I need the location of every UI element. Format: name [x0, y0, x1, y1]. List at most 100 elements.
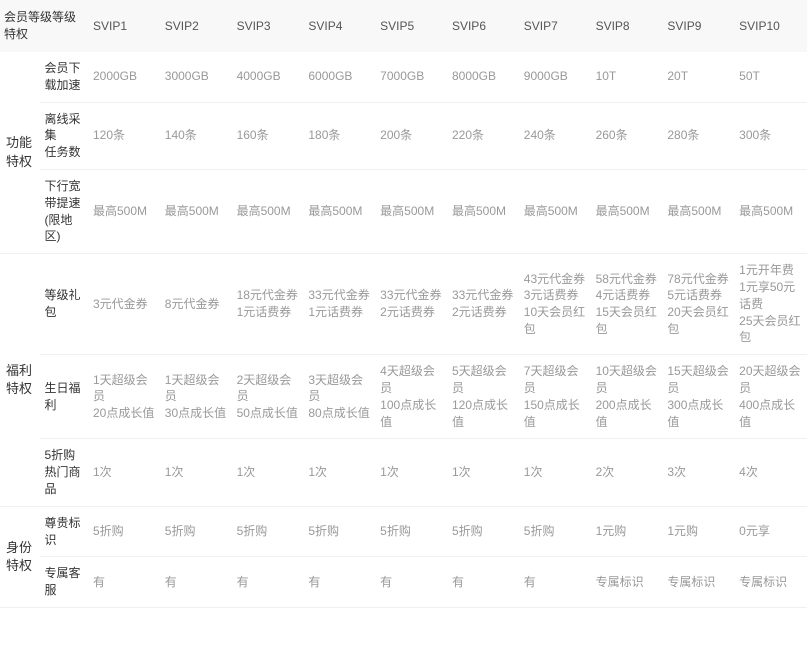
tier-value: 140条: [161, 102, 233, 169]
tier-value: 3000GB: [161, 52, 233, 102]
tier-value: 1元开年费 1元享50元话费 25天会员红包: [735, 254, 807, 355]
svip-comparison-table: 会员等级等级特权 SVIP1 SVIP2 SVIP3 SVIP4 SVIP5 S…: [0, 0, 807, 608]
tier-value: 20天超级会员 400点成长值: [735, 355, 807, 439]
tier-value: 最高500M: [304, 169, 376, 253]
tier-value: 10天超级会员 200点成长值: [592, 355, 664, 439]
header-tier-8: SVIP8: [592, 0, 664, 52]
feature-label: 尊贵标识: [40, 506, 89, 557]
tier-value: 有: [520, 557, 592, 608]
tier-value: 0元享: [735, 506, 807, 557]
tier-value: 240条: [520, 102, 592, 169]
feature-label: 等级礼包: [40, 254, 89, 355]
tier-value: 15天超级会员 300点成长值: [663, 355, 735, 439]
tier-value: 160条: [233, 102, 305, 169]
tier-value: 8000GB: [448, 52, 520, 102]
tier-value: 1次: [448, 439, 520, 506]
tier-value: 8元代金券: [161, 254, 233, 355]
tier-value: 5折购: [161, 506, 233, 557]
header-tier-9: SVIP9: [663, 0, 735, 52]
tier-value: 有: [376, 557, 448, 608]
header-tier-5: SVIP5: [376, 0, 448, 52]
tier-value: 18元代金券 1元话费券: [233, 254, 305, 355]
feature-label: 生日福利: [40, 355, 89, 439]
header-corner: 会员等级等级特权: [0, 0, 89, 52]
tier-value: 最高500M: [663, 169, 735, 253]
tier-value: 最高500M: [520, 169, 592, 253]
feature-label: 下行宽带提速(限地区): [40, 169, 89, 253]
tier-value: 专属标识: [592, 557, 664, 608]
header-row: 会员等级等级特权 SVIP1 SVIP2 SVIP3 SVIP4 SVIP5 S…: [0, 0, 807, 52]
tier-value: 1元购: [663, 506, 735, 557]
header-tier-2: SVIP2: [161, 0, 233, 52]
header-tier-6: SVIP6: [448, 0, 520, 52]
tier-value: 1天超级会员 30点成长值: [161, 355, 233, 439]
tier-value: 78元代金券 5元话费券 20天会员红包: [663, 254, 735, 355]
tier-value: 58元代金券 4元话费券 15天会员红包: [592, 254, 664, 355]
header-tier-1: SVIP1: [89, 0, 161, 52]
tier-value: 180条: [304, 102, 376, 169]
tier-value: 1次: [376, 439, 448, 506]
tier-value: 3天超级会员 80点成长值: [304, 355, 376, 439]
tier-value: 5折购: [520, 506, 592, 557]
tier-value: 3次: [663, 439, 735, 506]
tier-value: 200条: [376, 102, 448, 169]
tier-value: 1天超级会员 20点成长值: [89, 355, 161, 439]
tier-value: 3元代金券: [89, 254, 161, 355]
tier-value: 2天超级会员 50点成长值: [233, 355, 305, 439]
tier-value: 280条: [663, 102, 735, 169]
table-header: 会员等级等级特权 SVIP1 SVIP2 SVIP3 SVIP4 SVIP5 S…: [0, 0, 807, 52]
category-label: 福利特权: [0, 254, 40, 507]
tier-value: 最高500M: [592, 169, 664, 253]
tier-value: 50T: [735, 52, 807, 102]
tier-value: 1次: [89, 439, 161, 506]
feature-label: 离线采集 任务数: [40, 102, 89, 169]
tier-value: 有: [233, 557, 305, 608]
table-row: 专属客服有有有有有有有专属标识专属标识专属标识: [0, 557, 807, 608]
category-label: 功能特权: [0, 52, 40, 254]
table-row: 身份特权尊贵标识5折购5折购5折购5折购5折购5折购5折购1元购1元购0元享: [0, 506, 807, 557]
table-row: 功能特权会员下载加速2000GB3000GB4000GB6000GB7000GB…: [0, 52, 807, 102]
tier-value: 最高500M: [161, 169, 233, 253]
tier-value: 5折购: [89, 506, 161, 557]
header-tier-10: SVIP10: [735, 0, 807, 52]
tier-value: 最高500M: [448, 169, 520, 253]
header-tier-7: SVIP7: [520, 0, 592, 52]
tier-value: 1次: [304, 439, 376, 506]
feature-label: 专属客服: [40, 557, 89, 608]
tier-value: 1次: [520, 439, 592, 506]
tier-value: 5折购: [376, 506, 448, 557]
tier-value: 4天超级会员 100点成长值: [376, 355, 448, 439]
category-label: 身份特权: [0, 506, 40, 607]
tier-value: 1元购: [592, 506, 664, 557]
tier-value: 33元代金券 2元话费券: [448, 254, 520, 355]
tier-value: 5折购: [304, 506, 376, 557]
tier-value: 260条: [592, 102, 664, 169]
tier-value: 有: [304, 557, 376, 608]
tier-value: 有: [448, 557, 520, 608]
table-body: 功能特权会员下载加速2000GB3000GB4000GB6000GB7000GB…: [0, 52, 807, 607]
tier-value: 220条: [448, 102, 520, 169]
tier-value: 专属标识: [663, 557, 735, 608]
tier-value: 6000GB: [304, 52, 376, 102]
tier-value: 33元代金券 1元话费券: [304, 254, 376, 355]
tier-value: 1次: [161, 439, 233, 506]
tier-value: 7天超级会员 150点成长值: [520, 355, 592, 439]
tier-value: 最高500M: [376, 169, 448, 253]
tier-value: 9000GB: [520, 52, 592, 102]
tier-value: 有: [161, 557, 233, 608]
tier-value: 4次: [735, 439, 807, 506]
tier-value: 有: [89, 557, 161, 608]
tier-value: 1次: [233, 439, 305, 506]
tier-value: 2000GB: [89, 52, 161, 102]
tier-value: 4000GB: [233, 52, 305, 102]
tier-value: 7000GB: [376, 52, 448, 102]
table-row: 5折购热门商品1次1次1次1次1次1次1次2次3次4次: [0, 439, 807, 506]
tier-value: 最高500M: [233, 169, 305, 253]
tier-value: 5折购: [233, 506, 305, 557]
table-row: 生日福利1天超级会员 20点成长值1天超级会员 30点成长值2天超级会员 50点…: [0, 355, 807, 439]
header-tier-4: SVIP4: [304, 0, 376, 52]
table-row: 福利特权等级礼包3元代金券8元代金券18元代金券 1元话费券33元代金券 1元话…: [0, 254, 807, 355]
tier-value: 专属标识: [735, 557, 807, 608]
tier-value: 5折购: [448, 506, 520, 557]
tier-value: 最高500M: [735, 169, 807, 253]
